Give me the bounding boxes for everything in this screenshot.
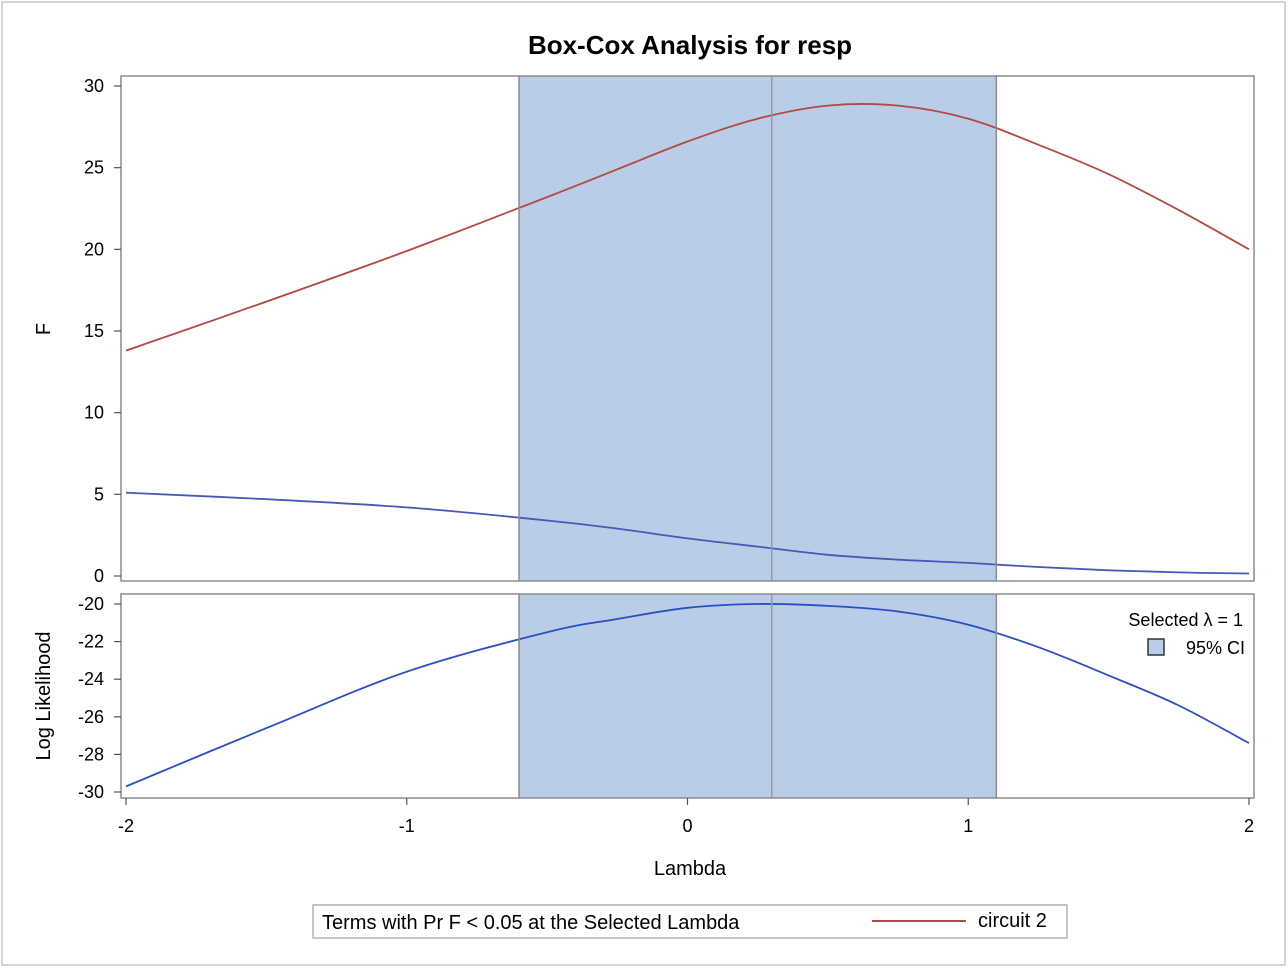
y-tick-label-panel-1: 25: [84, 158, 104, 178]
x-axis-label: Lambda: [654, 858, 727, 880]
y-tick-label-panel-2: -28: [78, 744, 104, 764]
legend-title: Terms with Pr F < 0.05 at the Selected L…: [322, 912, 740, 934]
y-tick-label-panel-1: 15: [84, 321, 104, 341]
curve-layer: [125, 103, 1250, 788]
y-tick-label-panel-2: -24: [78, 669, 104, 689]
series-line-panel-1-2: [125, 491, 1250, 575]
bottom-panel-ylabel: Log Likelihood: [33, 632, 55, 761]
axis-layer: 0 5 10 15 20 25 30 -20 -22 -24 -26 -28 -30 -2 -1 0 1 2: [78, 76, 1254, 836]
series-line-panel-1-1: [125, 103, 1250, 352]
x-tick-label: -2: [118, 816, 134, 836]
y-tick-label-panel-2: -20: [78, 594, 104, 614]
top-panel-ylabel: F: [33, 323, 55, 335]
x-tick-label: 0: [682, 816, 692, 836]
x-tick-label: 1: [963, 816, 973, 836]
y-tick-label-panel-1: 5: [94, 484, 104, 504]
chart-title: Box-Cox Analysis for resp: [528, 30, 852, 60]
y-tick-label-panel-2: -30: [78, 782, 104, 802]
y-tick-label-panel-1: 0: [94, 566, 104, 586]
series-line-panel-2-1: [125, 603, 1250, 788]
ci-legend-label: 95% CI: [1186, 638, 1245, 658]
x-tick-label: -1: [399, 816, 415, 836]
y-tick-label-panel-2: -22: [78, 632, 104, 652]
selected-marker-layer: [518, 76, 998, 798]
ci-band-layer: [519, 76, 997, 798]
y-tick-label-panel-1: 20: [84, 239, 104, 259]
x-tick-label: 2: [1244, 816, 1254, 836]
ci-legend-swatch: [1147, 638, 1165, 656]
y-tick-label-panel-2: -26: [78, 707, 104, 727]
y-tick-label-panel-1: 10: [84, 403, 104, 423]
ci-band-panel-2: [519, 594, 997, 798]
top-panel-frame: [120, 75, 1255, 582]
legend-entry-label: circuit 2: [978, 910, 1047, 932]
y-tick-label-panel-1: 30: [84, 76, 104, 96]
selected-lambda-note: Selected λ = 1: [1128, 610, 1243, 630]
ci-band-panel-1: [519, 76, 997, 581]
